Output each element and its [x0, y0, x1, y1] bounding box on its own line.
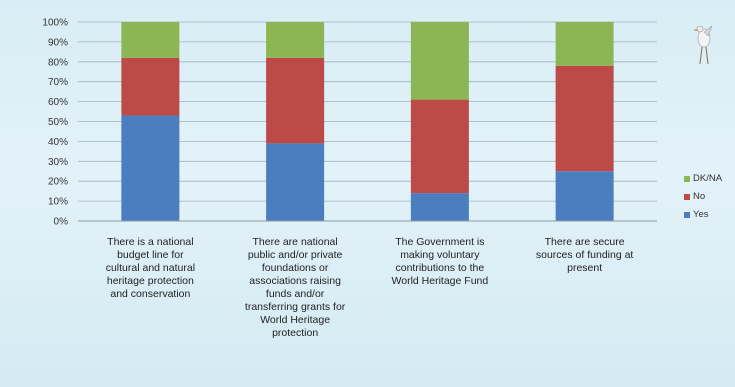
legend-swatch	[684, 175, 690, 182]
x-category-label: There is a national budget line for cultur…	[105, 236, 196, 300]
y-tick-label: 70%	[48, 77, 68, 88]
y-tick-label: 30%	[48, 157, 68, 168]
bar-segment-yes	[121, 115, 180, 221]
bar-segment-dk-na	[410, 22, 469, 100]
legend: DK/NA No Yes	[684, 172, 734, 226]
legend-swatch	[684, 211, 690, 218]
legend-label: Yes	[693, 209, 709, 220]
legend-label: DK/NA	[693, 173, 723, 184]
y-tick-label: 80%	[48, 57, 68, 68]
y-tick-label: 10%	[48, 197, 68, 208]
bar-segment-no	[121, 57, 180, 116]
bird-illustration	[693, 25, 713, 65]
legend-item: DK/NA	[684, 172, 734, 185]
bar-segment-no	[266, 57, 325, 144]
bar-segment-dk-na	[266, 22, 325, 58]
bar-segment-dk-na	[555, 22, 614, 66]
y-tick-label: 50%	[48, 117, 68, 128]
y-tick-label: 0%	[54, 217, 69, 228]
legend-swatch	[684, 193, 690, 200]
bar-segment-dk-na	[121, 22, 180, 58]
bar-segment-yes	[266, 143, 325, 221]
y-tick-label: 90%	[48, 37, 68, 48]
y-tick-label: 20%	[48, 177, 68, 188]
x-category-label: There are secure sources of funding at pre…	[535, 236, 634, 274]
legend-label: No	[693, 191, 706, 202]
y-tick-label: 100%	[42, 18, 68, 29]
y-axis-ticks: 0% 10% 20% 30% 40% 50% 60% 70% 80% 90% 100%	[42, 18, 68, 228]
bar-segment-no	[410, 99, 469, 194]
legend-item: Yes	[684, 208, 734, 221]
bar-segment-no	[555, 65, 614, 172]
bar-segment-yes	[555, 171, 614, 221]
y-tick-label: 40%	[48, 137, 68, 148]
x-category-label: There are national public and/or private f…	[244, 236, 346, 339]
y-tick-label: 60%	[48, 97, 68, 108]
bars	[121, 22, 614, 221]
x-category-label: The Government is making voluntary contrib…	[391, 236, 489, 287]
legend-item: No	[684, 190, 734, 203]
bar-segment-yes	[410, 193, 469, 221]
